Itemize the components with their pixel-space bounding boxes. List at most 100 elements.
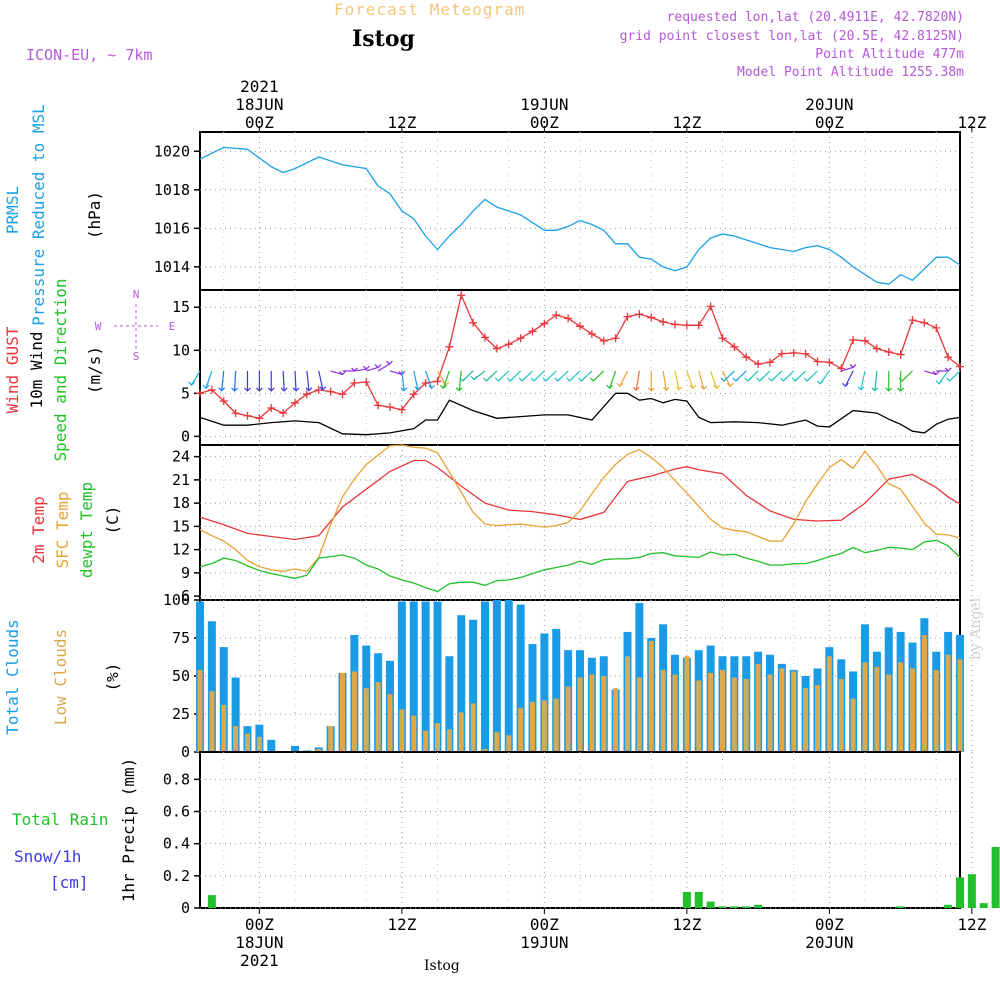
gust-marker xyxy=(445,342,454,351)
bar-low-clouds xyxy=(696,680,702,752)
bar-low-clouds xyxy=(530,701,535,752)
gust-marker xyxy=(730,342,739,351)
bar-total-clouds xyxy=(267,739,276,752)
bar-low-clouds xyxy=(411,715,417,752)
wind-barb-head xyxy=(428,384,436,390)
time-label-bottom: 12Z xyxy=(387,915,416,934)
y-tick-label: 10 xyxy=(172,341,190,359)
panel-label: (m/s) xyxy=(85,346,104,394)
bar-low-clouds xyxy=(945,654,951,752)
bar-total-clouds xyxy=(445,656,454,752)
wind-barb-head xyxy=(841,382,849,388)
gust-marker xyxy=(754,360,763,369)
wind-barb-head xyxy=(897,387,905,392)
bar-low-clouds xyxy=(221,704,227,752)
gust-marker xyxy=(766,358,774,367)
bar-low-clouds xyxy=(921,634,927,752)
bar-low-clouds xyxy=(791,671,797,752)
gust-marker xyxy=(896,350,905,359)
y-tick-label: 21 xyxy=(172,471,190,489)
gust-marker xyxy=(314,385,323,394)
gust-marker xyxy=(219,397,228,406)
wind-barb-head xyxy=(732,377,740,382)
bar-total-clouds xyxy=(291,745,299,752)
wind-barb xyxy=(841,366,854,372)
time-label-bottom: 00Z xyxy=(815,915,844,934)
y-tick-label: 0.2 xyxy=(163,867,190,885)
gust-marker xyxy=(576,322,584,331)
panel-label: (C) xyxy=(103,506,122,535)
bar-low-clouds xyxy=(898,662,904,752)
compass-e: E xyxy=(169,320,176,333)
wind-barb xyxy=(401,370,405,391)
bar-low-clouds xyxy=(387,694,393,752)
bar-low-clouds xyxy=(755,663,761,752)
wind-barb-head xyxy=(662,386,670,392)
bar-total-rain xyxy=(991,846,1000,908)
bar-low-clouds xyxy=(648,641,654,752)
gust-marker xyxy=(944,353,953,362)
gust-marker xyxy=(777,349,786,358)
gust-marker xyxy=(671,320,679,329)
wind-barb-head xyxy=(414,386,422,391)
gust-marker xyxy=(397,405,406,414)
compass-w: W xyxy=(95,320,102,333)
bar-low-clouds xyxy=(613,688,619,752)
panel-label: Wind GUST xyxy=(3,326,22,413)
time-label-bottom: 00Z xyxy=(530,915,559,934)
wind-barb xyxy=(710,370,718,389)
panel-label: Total Clouds xyxy=(3,619,22,735)
time-label-top: 00Z xyxy=(245,113,274,132)
bar-low-clouds xyxy=(553,698,559,752)
wind-barb-head xyxy=(554,377,562,382)
bar-total-rain xyxy=(730,906,739,908)
gust-marker xyxy=(599,336,608,345)
wind-barb-head xyxy=(218,387,226,392)
bar-low-clouds xyxy=(316,748,322,752)
panel-label: PRMSL xyxy=(3,186,22,234)
wind-barb-head xyxy=(768,377,775,382)
gust-marker xyxy=(338,390,347,399)
wind-barb xyxy=(366,366,379,372)
bar-total-clouds xyxy=(481,601,489,752)
wind-barb-head xyxy=(791,377,799,382)
gust-marker xyxy=(552,310,561,319)
wind-barb-head xyxy=(744,377,752,382)
bar-low-clouds xyxy=(779,668,785,752)
gust-marker xyxy=(350,379,359,387)
gust-marker xyxy=(421,379,430,387)
wind-barb-head xyxy=(305,387,313,392)
wind-barb xyxy=(282,370,285,391)
bar-low-clouds xyxy=(886,674,892,752)
bar-low-clouds xyxy=(684,656,690,752)
bar-total-clouds xyxy=(219,647,228,752)
wind-barb xyxy=(191,370,201,386)
wind-barb-head xyxy=(935,380,943,385)
wind-barb xyxy=(686,370,694,389)
gust-marker xyxy=(623,312,632,321)
panel-pressure: 1014 1016 1018 1020 PRMSL Pressure Reduced to… xyxy=(3,104,973,326)
wind-barb-head xyxy=(849,364,857,369)
gust-marker xyxy=(861,336,869,345)
wind-barb xyxy=(844,370,854,387)
wind-barb xyxy=(233,370,237,391)
panel-label: Total Rain xyxy=(12,810,108,829)
wind-barb xyxy=(635,370,640,391)
y-tick-label: 0.6 xyxy=(163,803,190,821)
wind-barb-head xyxy=(616,382,624,388)
wind-barb xyxy=(662,370,667,391)
bar-total-rain xyxy=(682,891,691,908)
panel-label: Snow/1h xyxy=(14,847,81,866)
wind-barb-head xyxy=(530,377,538,382)
gust-marker xyxy=(540,319,549,328)
bar-total-rain xyxy=(207,895,216,908)
wind-barb xyxy=(294,370,297,391)
wind-barb-head xyxy=(280,387,288,392)
wind-barb-head xyxy=(632,386,640,392)
wind-barb-head xyxy=(518,377,526,382)
gust-marker xyxy=(433,377,442,386)
footer-station: Istog xyxy=(424,958,460,974)
wind-barb-head xyxy=(898,377,906,382)
bar-low-clouds xyxy=(625,656,630,752)
time-label-top: 20JUN xyxy=(805,95,853,114)
